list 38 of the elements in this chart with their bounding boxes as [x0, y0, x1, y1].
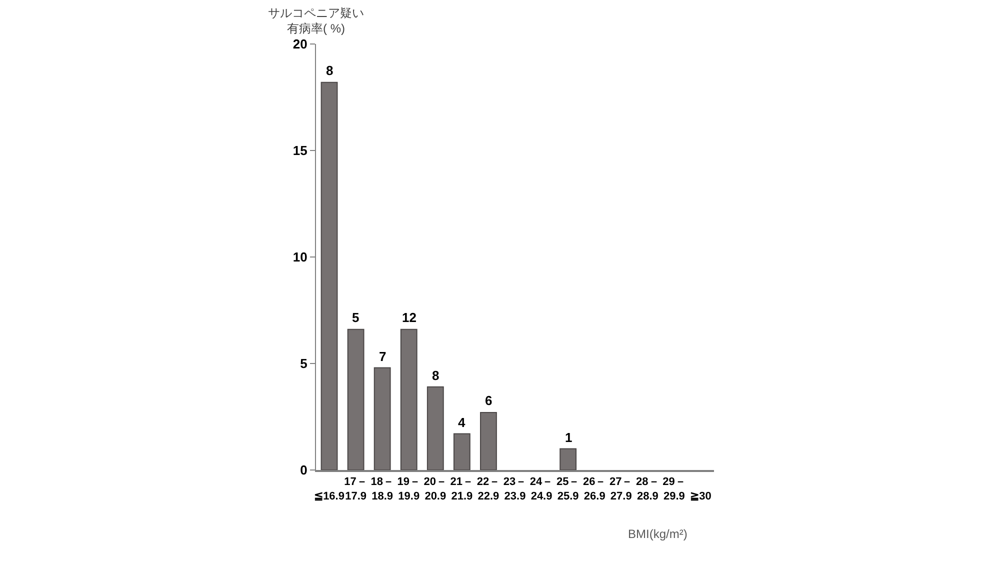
y-tick-label: 5	[300, 356, 308, 372]
x-axis-title: BMI(kg/m²)	[628, 527, 688, 541]
x-tick-label: 23－ 23.9	[503, 476, 527, 502]
x-tick-label: 27－ 27.9	[610, 476, 633, 502]
x-tick-label: 28－ 28.9	[636, 476, 660, 502]
x-tick-label: 26－ 26.9	[582, 476, 606, 502]
y-tick-label: 20	[292, 36, 308, 52]
annotation: 1	[565, 430, 572, 445]
bar	[426, 386, 444, 470]
annotation: 7	[379, 349, 386, 364]
annotation: 6	[485, 393, 492, 408]
bar	[347, 328, 364, 470]
bar	[320, 82, 338, 470]
bar	[480, 412, 497, 470]
y-axis-title: サルコペニア疑い有病率( %)	[268, 6, 364, 36]
annotation: 5	[352, 310, 360, 325]
x-tick-label: 29－ 29.9	[662, 476, 686, 502]
x-tick-label: 25－ 25.9	[556, 476, 580, 502]
annotation: 4	[458, 415, 466, 430]
x-tick-label: 17－ 17.9	[344, 476, 368, 502]
annotation: 12	[402, 310, 416, 325]
y-tick-label: 0	[300, 462, 308, 478]
y-tick-label: 10	[292, 250, 308, 265]
x-tick-label: 22－ 22.9	[476, 476, 500, 502]
bar	[374, 367, 391, 470]
bar	[400, 328, 418, 470]
x-tick-label: 18－ 18.9	[370, 476, 394, 502]
bar	[453, 433, 470, 470]
x-tick-label: 20－ 20.9	[424, 476, 448, 502]
bar	[560, 448, 577, 470]
x-tick-label: 24－ 24.9	[530, 476, 554, 502]
x-tick-label: 19－ 19.9	[397, 476, 420, 502]
x-tick-label: 21－ 21.9	[450, 476, 474, 502]
annotation: 8	[326, 63, 334, 78]
annotation: 8	[432, 368, 440, 383]
y-tick-label: 15	[292, 143, 308, 158]
x-tick-label: ≧30	[690, 490, 712, 502]
x-tick-label: ≦16.9	[314, 490, 344, 502]
